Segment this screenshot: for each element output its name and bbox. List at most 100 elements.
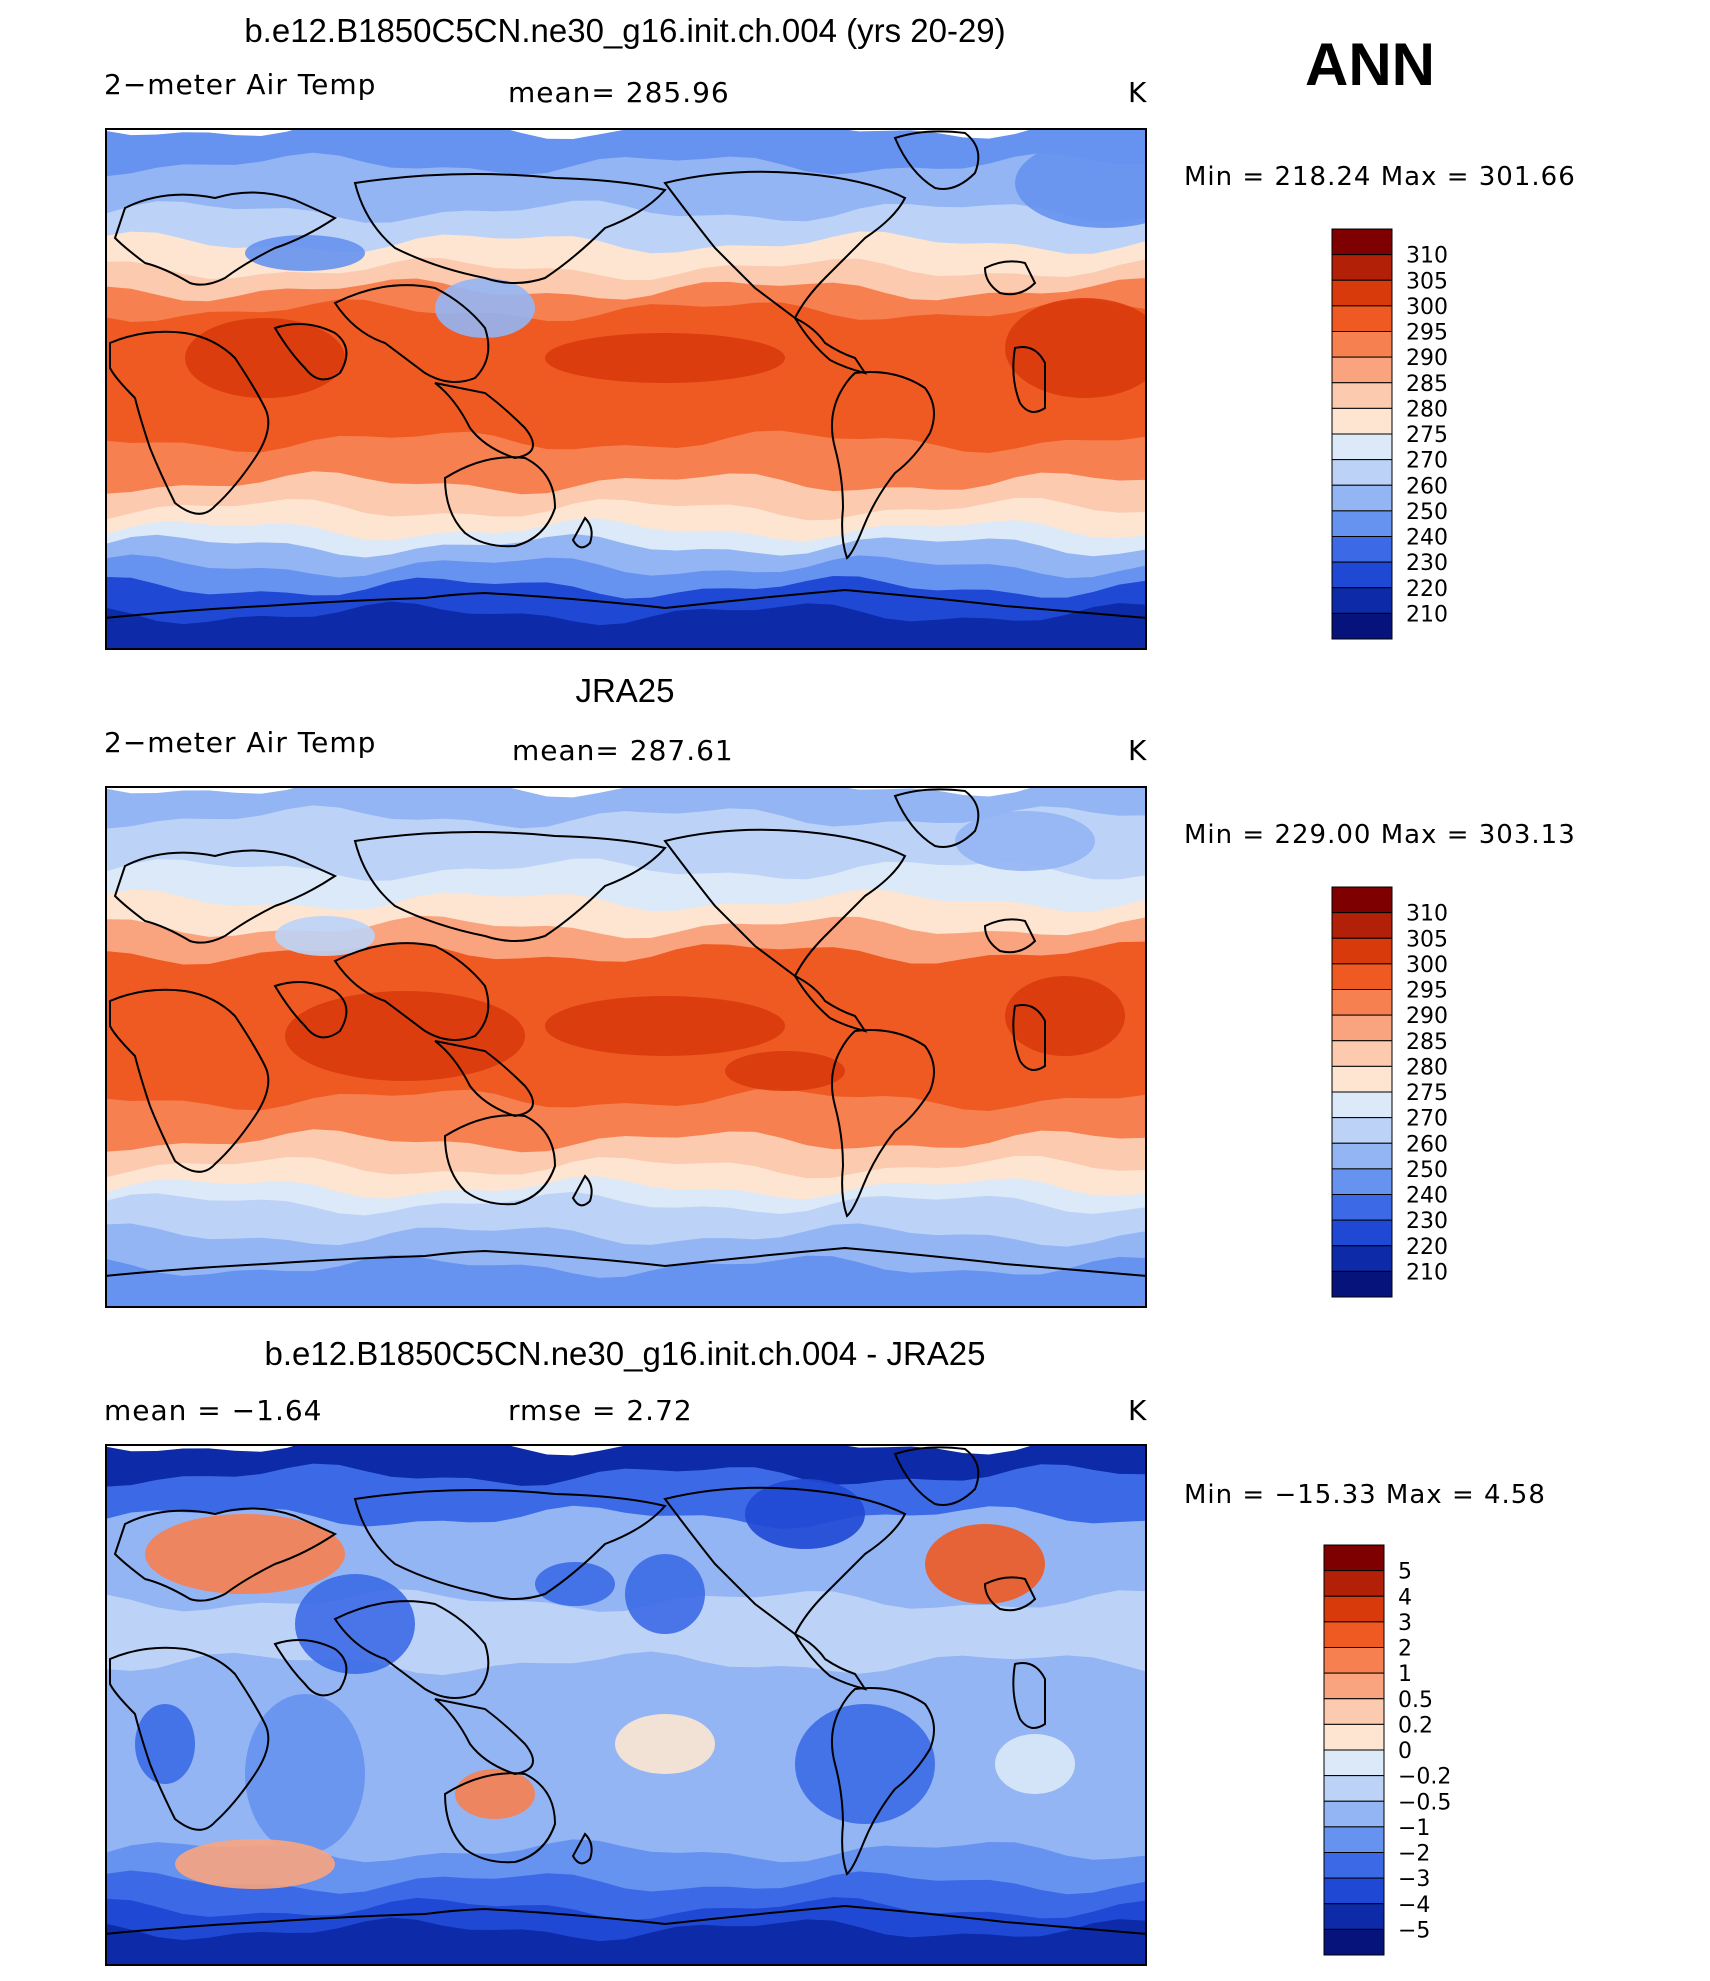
colorbar-swatch: [1331, 331, 1393, 358]
panel-1-title: b.e12.B1850C5CN.ne30_g16.init.ch.004 (yr…: [244, 12, 1006, 49]
coastline: [983, 260, 1037, 296]
colorbar-label: 280: [1406, 397, 1448, 422]
colorbar-swatch: [1323, 1544, 1385, 1572]
colorbar-label: 0.2: [1398, 1713, 1433, 1738]
panel-2-units: K: [1128, 734, 1148, 767]
colorbar-swatch: [1331, 433, 1393, 461]
colorbar-label: 290: [1406, 346, 1448, 371]
coastline: [353, 831, 667, 942]
colorbar-swatch: [1323, 1852, 1385, 1879]
colorbar-swatch: [1331, 1270, 1393, 1298]
colorbar-label: 260: [1406, 474, 1448, 499]
coastline: [273, 323, 348, 381]
colorbar-swatch: [1331, 1014, 1393, 1042]
colorbar-label: 2: [1398, 1637, 1412, 1662]
colorbar-swatch: [1323, 1698, 1385, 1725]
colorbar-label: 250: [1406, 1158, 1448, 1183]
colorbar-label: 285: [1406, 1030, 1448, 1055]
colorbar-swatch: [1331, 1040, 1393, 1067]
contour-feature: [435, 278, 535, 338]
coastline: [353, 173, 667, 284]
contour-feature: [275, 916, 375, 956]
coastline: [1012, 1004, 1046, 1071]
colorbar-label: −0.5: [1398, 1790, 1451, 1815]
panel-2-map: [105, 786, 1147, 1308]
colorbar-swatch: [1331, 1168, 1393, 1195]
colorbar-label: 260: [1406, 1132, 1448, 1157]
contour-feature: [535, 1562, 615, 1606]
colorbar-swatch: [1331, 484, 1393, 512]
coastline: [105, 1246, 1147, 1308]
colorbar-swatch: [1323, 1570, 1385, 1597]
colorbar-swatch: [1323, 1928, 1385, 1956]
contour-band: [105, 601, 1147, 650]
colorbar-swatch: [1331, 510, 1393, 537]
panel-1-colorbar: 3103053002952902852802752702602502402302…: [1331, 228, 1448, 640]
colorbar-swatch: [1323, 1723, 1385, 1751]
colorbar-label: 310: [1406, 902, 1448, 927]
coastline: [893, 788, 980, 848]
panel-2-title: JRA25: [575, 672, 675, 709]
coastline: [663, 1486, 907, 1636]
colorbar-swatch: [1323, 1775, 1385, 1802]
coastline: [663, 170, 907, 320]
contour-feature: [725, 1051, 845, 1091]
colorbar-swatch: [1331, 1091, 1393, 1119]
colorbar-label: 3: [1398, 1611, 1412, 1636]
colorbar-label: 1: [1398, 1662, 1412, 1687]
colorbar-label: 310: [1406, 244, 1448, 269]
coastline: [443, 1114, 557, 1206]
colorbar-label: 275: [1406, 423, 1448, 448]
contour-feature: [285, 991, 525, 1081]
colorbar-label: 0: [1398, 1739, 1412, 1764]
contour-feature: [295, 1574, 415, 1674]
contour-band: [105, 1463, 1147, 1530]
coastline: [792, 973, 868, 1033]
panel-3-min-max: Min = −15.33 Max = 4.58: [1184, 1480, 1546, 1510]
contour-feature: [745, 1479, 865, 1549]
colorbar-label: 210: [1406, 1260, 1448, 1285]
contour-feature: [245, 1694, 365, 1854]
coastline: [443, 1772, 557, 1864]
panel-3-map: [105, 1444, 1147, 1966]
coastline: [830, 1029, 935, 1218]
colorbar-label: 0.5: [1398, 1688, 1433, 1713]
coastline: [893, 1446, 980, 1506]
panel-3-rmse-label: rmse = 2.72: [508, 1394, 693, 1427]
panel-1-map: [105, 128, 1147, 650]
panel-2-variable-label: 2−meter Air Temp: [104, 726, 377, 759]
colorbar-label: −1: [1398, 1816, 1430, 1841]
colorbar-swatch: [1331, 612, 1393, 640]
coastline: [109, 330, 270, 515]
colorbar-label: 270: [1406, 1107, 1448, 1132]
colorbar-swatch: [1323, 1903, 1385, 1930]
colorbar-label: −0.2: [1398, 1765, 1451, 1790]
coastline: [333, 284, 490, 383]
contour-band: [105, 1917, 1147, 1966]
contour-band: [105, 1254, 1147, 1308]
coastline: [893, 130, 980, 190]
coastline: [571, 1174, 593, 1207]
colorbar-label: 300: [1406, 295, 1448, 320]
contour-feature: [245, 235, 365, 271]
panel-1-variable-label: 2−meter Air Temp: [104, 68, 377, 101]
colorbar-swatch: [1331, 561, 1393, 589]
contour-feature: [795, 1704, 935, 1824]
colorbar-swatch: [1331, 407, 1393, 435]
colorbar-swatch: [1331, 937, 1393, 965]
contour-feature: [955, 811, 1095, 871]
coastline: [113, 1507, 338, 1602]
panel-1-min-max: Min = 218.24 Max = 301.66: [1184, 162, 1576, 192]
panel-3-units: K: [1128, 1394, 1148, 1427]
panel-1-units: K: [1128, 76, 1148, 109]
colorbar-label: 270: [1406, 449, 1448, 474]
panel-3-title: b.e12.B1850C5CN.ne30_g16.init.ch.004 - J…: [264, 1335, 986, 1372]
colorbar-swatch: [1331, 1065, 1393, 1093]
coastline: [792, 1631, 868, 1691]
coastline: [983, 1576, 1037, 1612]
colorbar-swatch: [1323, 1647, 1385, 1674]
coastline: [830, 371, 935, 560]
colorbar-label: −2: [1398, 1842, 1430, 1867]
coastline: [983, 918, 1037, 954]
